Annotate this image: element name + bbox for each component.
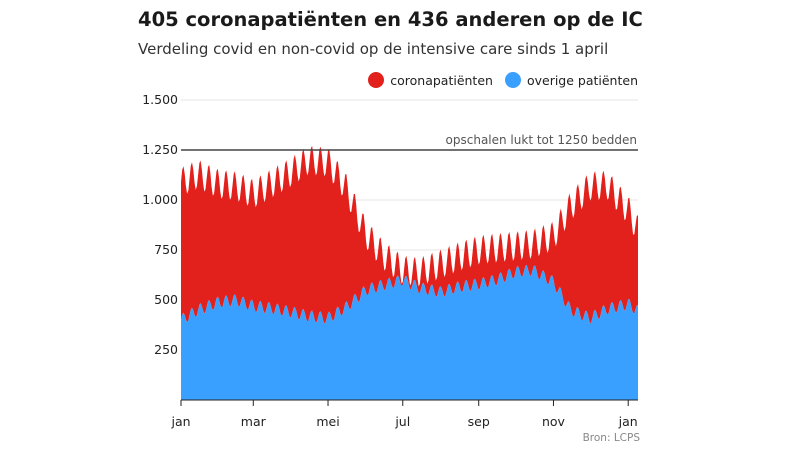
legend-label-overige: overige patiënten	[526, 72, 638, 88]
x-tick-label: jan	[618, 414, 638, 429]
x-tick-label: sep	[468, 414, 490, 429]
legend-swatch-overige	[504, 72, 521, 88]
y-tick-label: 1.250	[142, 142, 178, 157]
y-tick-label: 500	[154, 292, 178, 307]
y-tick-label: 1.500	[142, 92, 178, 107]
y-tick-label: 1.000	[142, 192, 178, 207]
legend-item-overige: overige patiënten	[504, 72, 638, 88]
chart-subtitle: Verdeling covid en non-covid op de inten…	[138, 40, 609, 58]
x-tick-label: jan	[170, 414, 190, 429]
source-note: Bron: LCPS	[582, 432, 640, 444]
reference-line-label: opschalen lukt tot 1250 bedden	[446, 133, 637, 147]
x-tick-label: nov	[542, 414, 566, 429]
legend-swatch-corona	[368, 72, 385, 88]
series-area-overige-patienten	[181, 264, 638, 400]
y-tick-label: 250	[154, 342, 178, 357]
x-tick-label: mar	[241, 414, 267, 429]
y-tick-label: 750	[154, 242, 178, 257]
series-area-coronapatienten	[181, 145, 638, 324]
x-tick-label: jul	[394, 414, 410, 429]
x-tick-label: mei	[316, 414, 339, 429]
legend-label-corona: coronapatiënten	[390, 72, 493, 88]
legend-item-corona: coronapatiënten	[368, 72, 493, 88]
chart-title: 405 coronapatiënten en 436 anderen op de…	[138, 8, 643, 31]
legend: coronapatiënten overige patiënten	[356, 72, 638, 88]
